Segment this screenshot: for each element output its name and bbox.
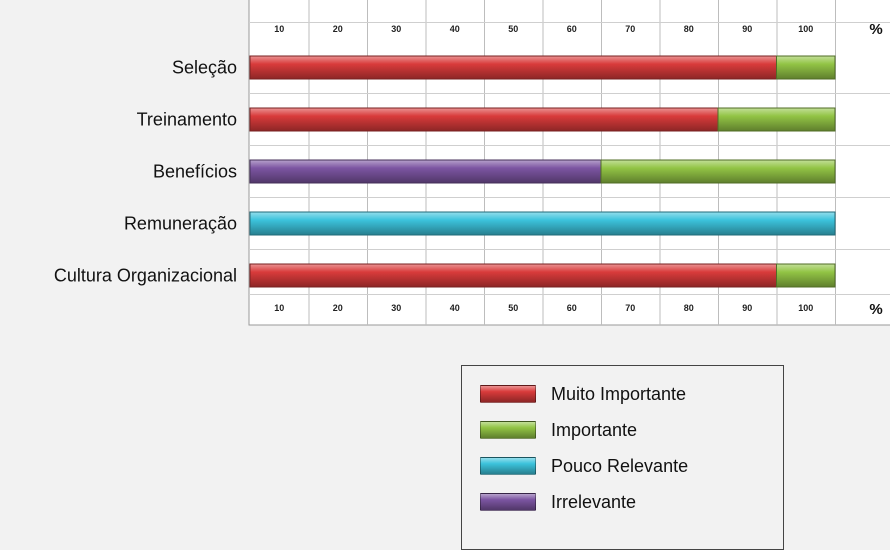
x-tick-label-top: 70: [625, 24, 635, 34]
legend-item: Importante: [480, 418, 637, 442]
legend-swatch: [480, 457, 536, 475]
x-tick-label-top: 50: [508, 24, 518, 34]
x-axis-bottom: 10 20 30 40 50 60 70 80 90 100%: [274, 301, 882, 318]
category-label: Seleção: [172, 58, 237, 78]
bar-segment: [776, 55, 836, 80]
legend-item: Irrelevante: [480, 490, 636, 514]
legend-swatch: [480, 421, 536, 439]
x-tick-label-bottom: 30: [391, 303, 401, 313]
category-label: Cultura Organizacional: [54, 266, 237, 286]
legend-swatch: [480, 385, 536, 403]
category-label: Treinamento: [137, 110, 237, 130]
x-axis-top: 10 20 30 40 50 60 70 80 90 100%: [274, 21, 882, 38]
x-tick-label-top: 10: [274, 24, 284, 34]
x-tick-label-top: 30: [391, 24, 401, 34]
x-tick-label-bottom: 50: [508, 303, 518, 313]
x-unit-label-bottom: %: [869, 301, 882, 318]
x-tick-label-bottom: 60: [567, 303, 577, 313]
bars: [249, 55, 836, 288]
legend-item: Pouco Relevante: [480, 454, 688, 478]
legend-label: Importante: [551, 419, 638, 440]
x-tick-label-bottom: 90: [742, 303, 752, 313]
x-tick-label-top: 40: [450, 24, 460, 34]
legend-item: Muito Importante: [480, 382, 686, 406]
x-tick-label-top: 80: [684, 24, 694, 34]
category-label: Benefícios: [153, 162, 237, 182]
bar-segment: [249, 263, 777, 288]
category-labels: Seleção Treinamento Benefícios Remuneração C…: [54, 58, 237, 286]
x-tick-label-top: 90: [742, 24, 752, 34]
x-tick-label-bottom: 70: [625, 303, 635, 313]
x-tick-label-top: 60: [567, 24, 577, 34]
x-tick-label-top: 100: [798, 24, 813, 34]
bar-segment: [249, 55, 777, 80]
x-tick-label-bottom: 100: [798, 303, 813, 313]
bar-segment: [249, 107, 719, 132]
legend-label: Pouco Relevante: [551, 455, 689, 476]
x-tick-label-bottom: 10: [274, 303, 284, 313]
x-tick-label-bottom: 20: [333, 303, 343, 313]
bar-segment: [249, 159, 602, 184]
legend-label: Muito Importante: [551, 383, 687, 404]
legend-swatch: [480, 493, 536, 511]
bar-segment: [717, 107, 836, 132]
bar-segment: [600, 159, 836, 184]
x-tick-label-top: 20: [333, 24, 343, 34]
x-tick-label-bottom: 80: [684, 303, 694, 313]
x-unit-label-top: %: [869, 21, 882, 38]
category-label: Remuneração: [124, 214, 237, 234]
legend-label: Irrelevante: [551, 491, 637, 512]
bar-segment: [776, 263, 836, 288]
x-tick-label-bottom: 40: [450, 303, 460, 313]
bar-segment: [249, 211, 836, 236]
legend: Muito Importante Importante Pouco Relevant…: [461, 365, 784, 550]
